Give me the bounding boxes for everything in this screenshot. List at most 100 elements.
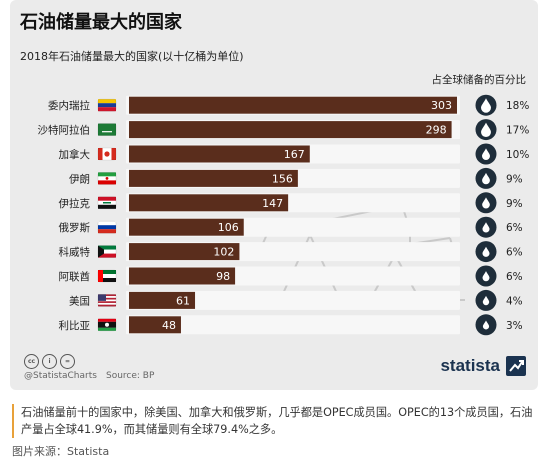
flag-stripe — [98, 301, 116, 303]
flag-trapezoid — [98, 245, 104, 258]
article-caption: 石油储量前十的国家中，除美国、加拿大和俄罗斯，几乎都是OPEC成员国。OPEC的… — [12, 404, 540, 438]
flag-stripe — [98, 296, 116, 298]
statista-logo[interactable]: statista — [440, 356, 500, 375]
flag-stripe — [98, 229, 116, 234]
bar-row: 俄罗斯 106 6% — [59, 216, 523, 238]
nd-icon: = — [60, 354, 75, 369]
flag-border — [97, 220, 117, 234]
license-icons: cc i = — [24, 354, 75, 369]
iraq-flag — [97, 196, 117, 210]
bar-value-label: 106 — [218, 221, 239, 234]
bar-value-label: 167 — [284, 148, 305, 161]
flag-band — [98, 148, 103, 160]
bar — [129, 291, 196, 309]
flag-leaf — [104, 151, 110, 157]
cc-icon: cc — [24, 354, 39, 369]
chart-card: 石油储量最大的国家 2018年石油储量最大的国家(以十亿桶为单位) 占全球储备的… — [10, 0, 538, 390]
chart-title: 石油储量最大的国家 — [20, 12, 182, 33]
venezuela-flag — [97, 98, 117, 112]
share-percent-label: 4% — [506, 295, 523, 307]
flag-stripe — [98, 172, 116, 177]
bar-track — [126, 290, 460, 310]
flag-stripe — [98, 299, 116, 302]
image-source: 图片来源：Statista — [12, 445, 110, 458]
bar-track — [126, 315, 460, 335]
country-label: 伊拉克 — [59, 197, 91, 210]
flag-stripe — [98, 180, 116, 185]
bar — [129, 316, 181, 334]
flag-stripe — [98, 249, 116, 254]
flag-stripe — [98, 327, 116, 331]
bar-row: 科威特 102 6% — [59, 241, 523, 263]
flag-sword — [102, 131, 112, 133]
bar-value-label: 298 — [426, 124, 447, 137]
flag-stripe — [98, 294, 116, 297]
country-label: 美国 — [69, 294, 90, 307]
bar-row: 阿联酋 98 6% — [59, 265, 523, 287]
flag-stripe — [98, 302, 116, 305]
bar — [129, 121, 452, 139]
droplet-icon — [482, 295, 490, 306]
droplet-icon — [482, 271, 490, 282]
flag-emblem — [105, 177, 109, 180]
flag-border — [97, 147, 117, 161]
saudi-arabia-flag — [97, 123, 117, 136]
usa-flag — [97, 294, 117, 307]
bar — [129, 169, 298, 187]
flag-border — [97, 269, 117, 283]
share-percent-label: 6% — [506, 247, 523, 259]
flag-border — [97, 294, 117, 307]
flag-stripe — [98, 274, 116, 278]
flag-crescent — [105, 322, 109, 327]
bar-value-label: 147 — [262, 197, 283, 210]
flag-stripe — [98, 107, 116, 112]
country-label: 科威特 — [59, 246, 91, 259]
bar-row: 利比亚 48 3% — [59, 314, 523, 336]
droplet-icon — [482, 246, 490, 257]
flag-stripe — [98, 204, 116, 209]
flag-border — [97, 98, 117, 112]
bar-row: 伊拉克 147 9% — [59, 192, 523, 214]
share-column-header: 占全球储备的百分比 — [431, 74, 527, 86]
flag-border — [97, 123, 117, 136]
flag-stripe — [98, 245, 116, 250]
bar-value-label: 102 — [213, 246, 234, 259]
flag-canton — [98, 294, 106, 301]
flag-script — [103, 202, 111, 204]
share-percent-label: 17% — [506, 125, 529, 137]
flag-stripe — [98, 253, 116, 258]
country-label: 沙特阿拉伯 — [38, 124, 91, 137]
flag-border — [97, 318, 117, 332]
share-percent-label: 3% — [506, 320, 523, 332]
country-label: 阿联酋 — [59, 270, 91, 283]
droplet-icon — [482, 148, 490, 160]
country-label: 利比亚 — [59, 319, 91, 332]
flag-stripe — [98, 196, 116, 201]
bar — [129, 194, 289, 212]
by-icon: i — [42, 354, 57, 369]
bar-row: 伊朗 156 9% — [69, 167, 523, 189]
share-percent-label: 18% — [506, 100, 529, 112]
flag-stripe — [98, 99, 116, 104]
share-percent-label: 6% — [506, 271, 523, 283]
share-percent-label: 9% — [506, 173, 523, 185]
flag-band — [111, 148, 116, 160]
canada-flag — [97, 147, 117, 161]
bar-value-label: 48 — [162, 319, 176, 332]
country-label: 伊朗 — [69, 173, 90, 185]
bar-value-label: 61 — [176, 294, 190, 307]
statista-logo-icon — [506, 356, 526, 376]
flag-stripe — [98, 103, 116, 108]
bar-value-label: 98 — [216, 270, 230, 283]
droplet-icon — [481, 98, 491, 113]
bar — [129, 243, 240, 261]
bar — [129, 96, 457, 114]
bar-value-label: 156 — [272, 172, 293, 185]
bar-row: 美国 61 4% — [69, 289, 523, 311]
country-label: 加拿大 — [59, 148, 91, 161]
bar — [129, 218, 244, 236]
bar — [129, 267, 236, 285]
russia-flag — [97, 220, 117, 234]
bar-chart: 委内瑞拉 303 18%沙特阿拉伯 298 17%加拿大 167 10%伊朗 156 9%伊拉克… — [38, 94, 529, 336]
flag-border — [97, 196, 117, 210]
